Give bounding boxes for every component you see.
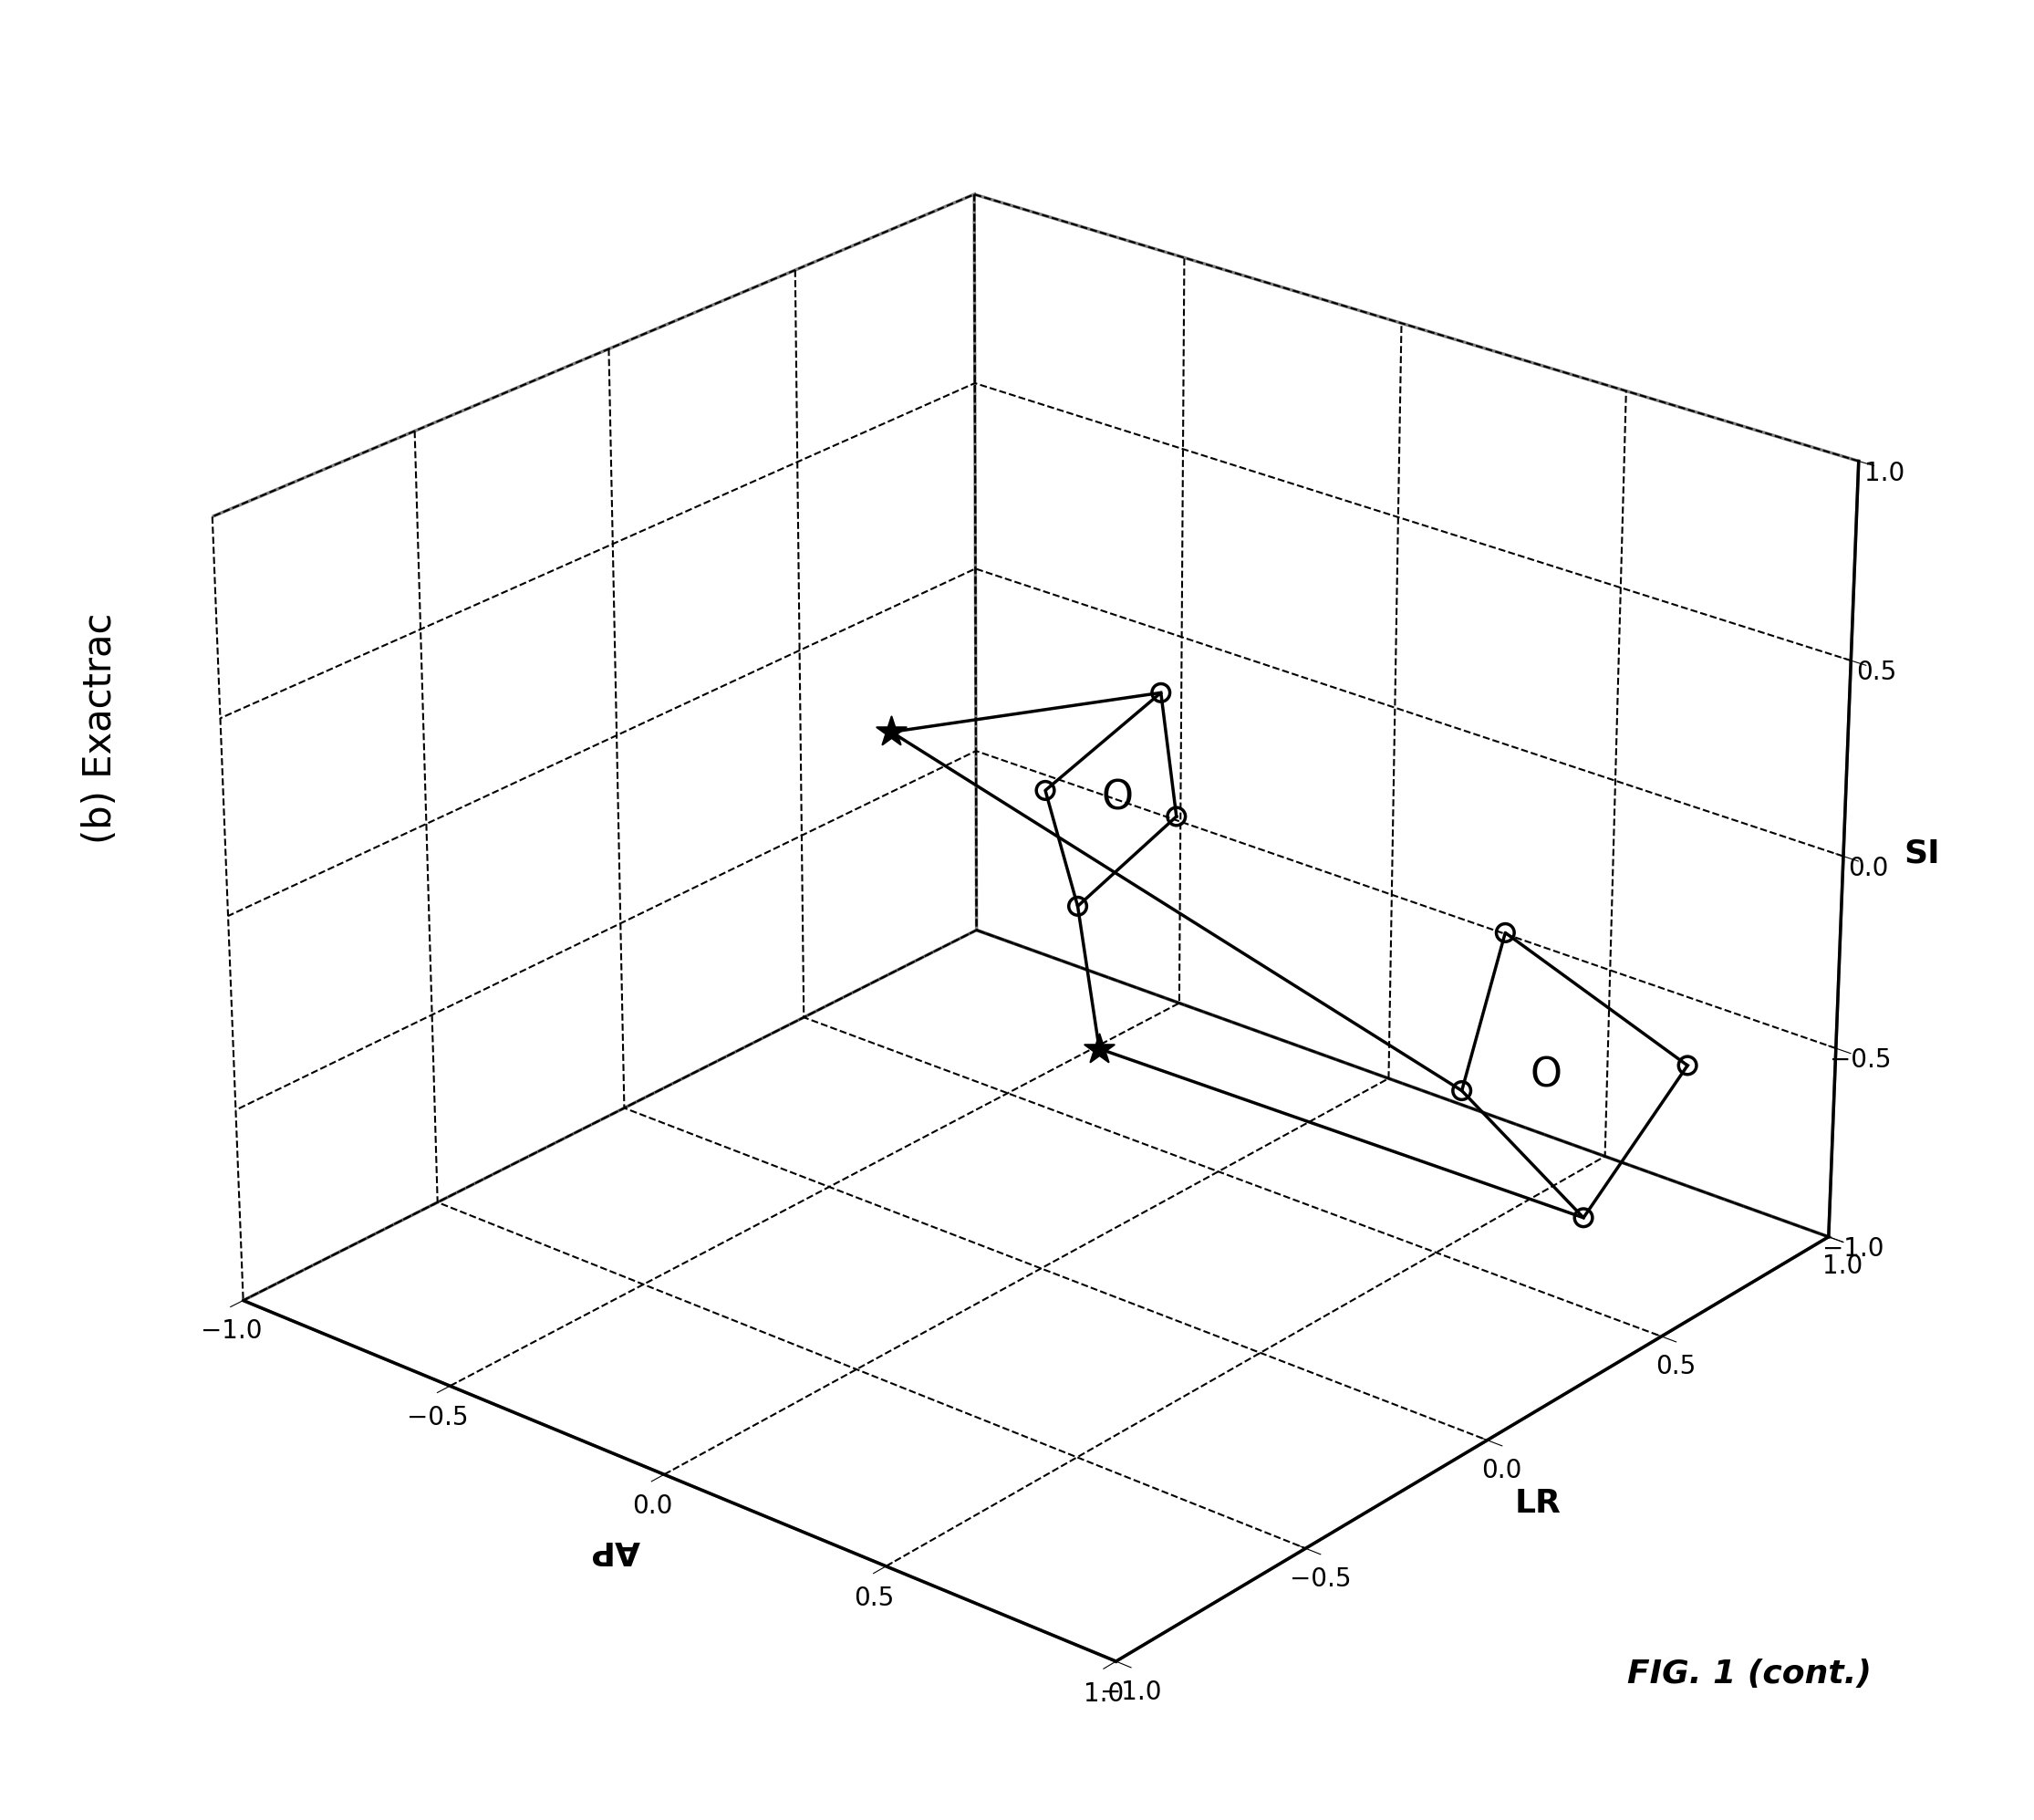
- X-axis label: AP: AP: [590, 1534, 641, 1565]
- Text: FIG. 1 (cont.): FIG. 1 (cont.): [1627, 1658, 1871, 1691]
- Text: (b) Exactrac: (b) Exactrac: [81, 612, 120, 844]
- Y-axis label: LR: LR: [1515, 1487, 1562, 1520]
